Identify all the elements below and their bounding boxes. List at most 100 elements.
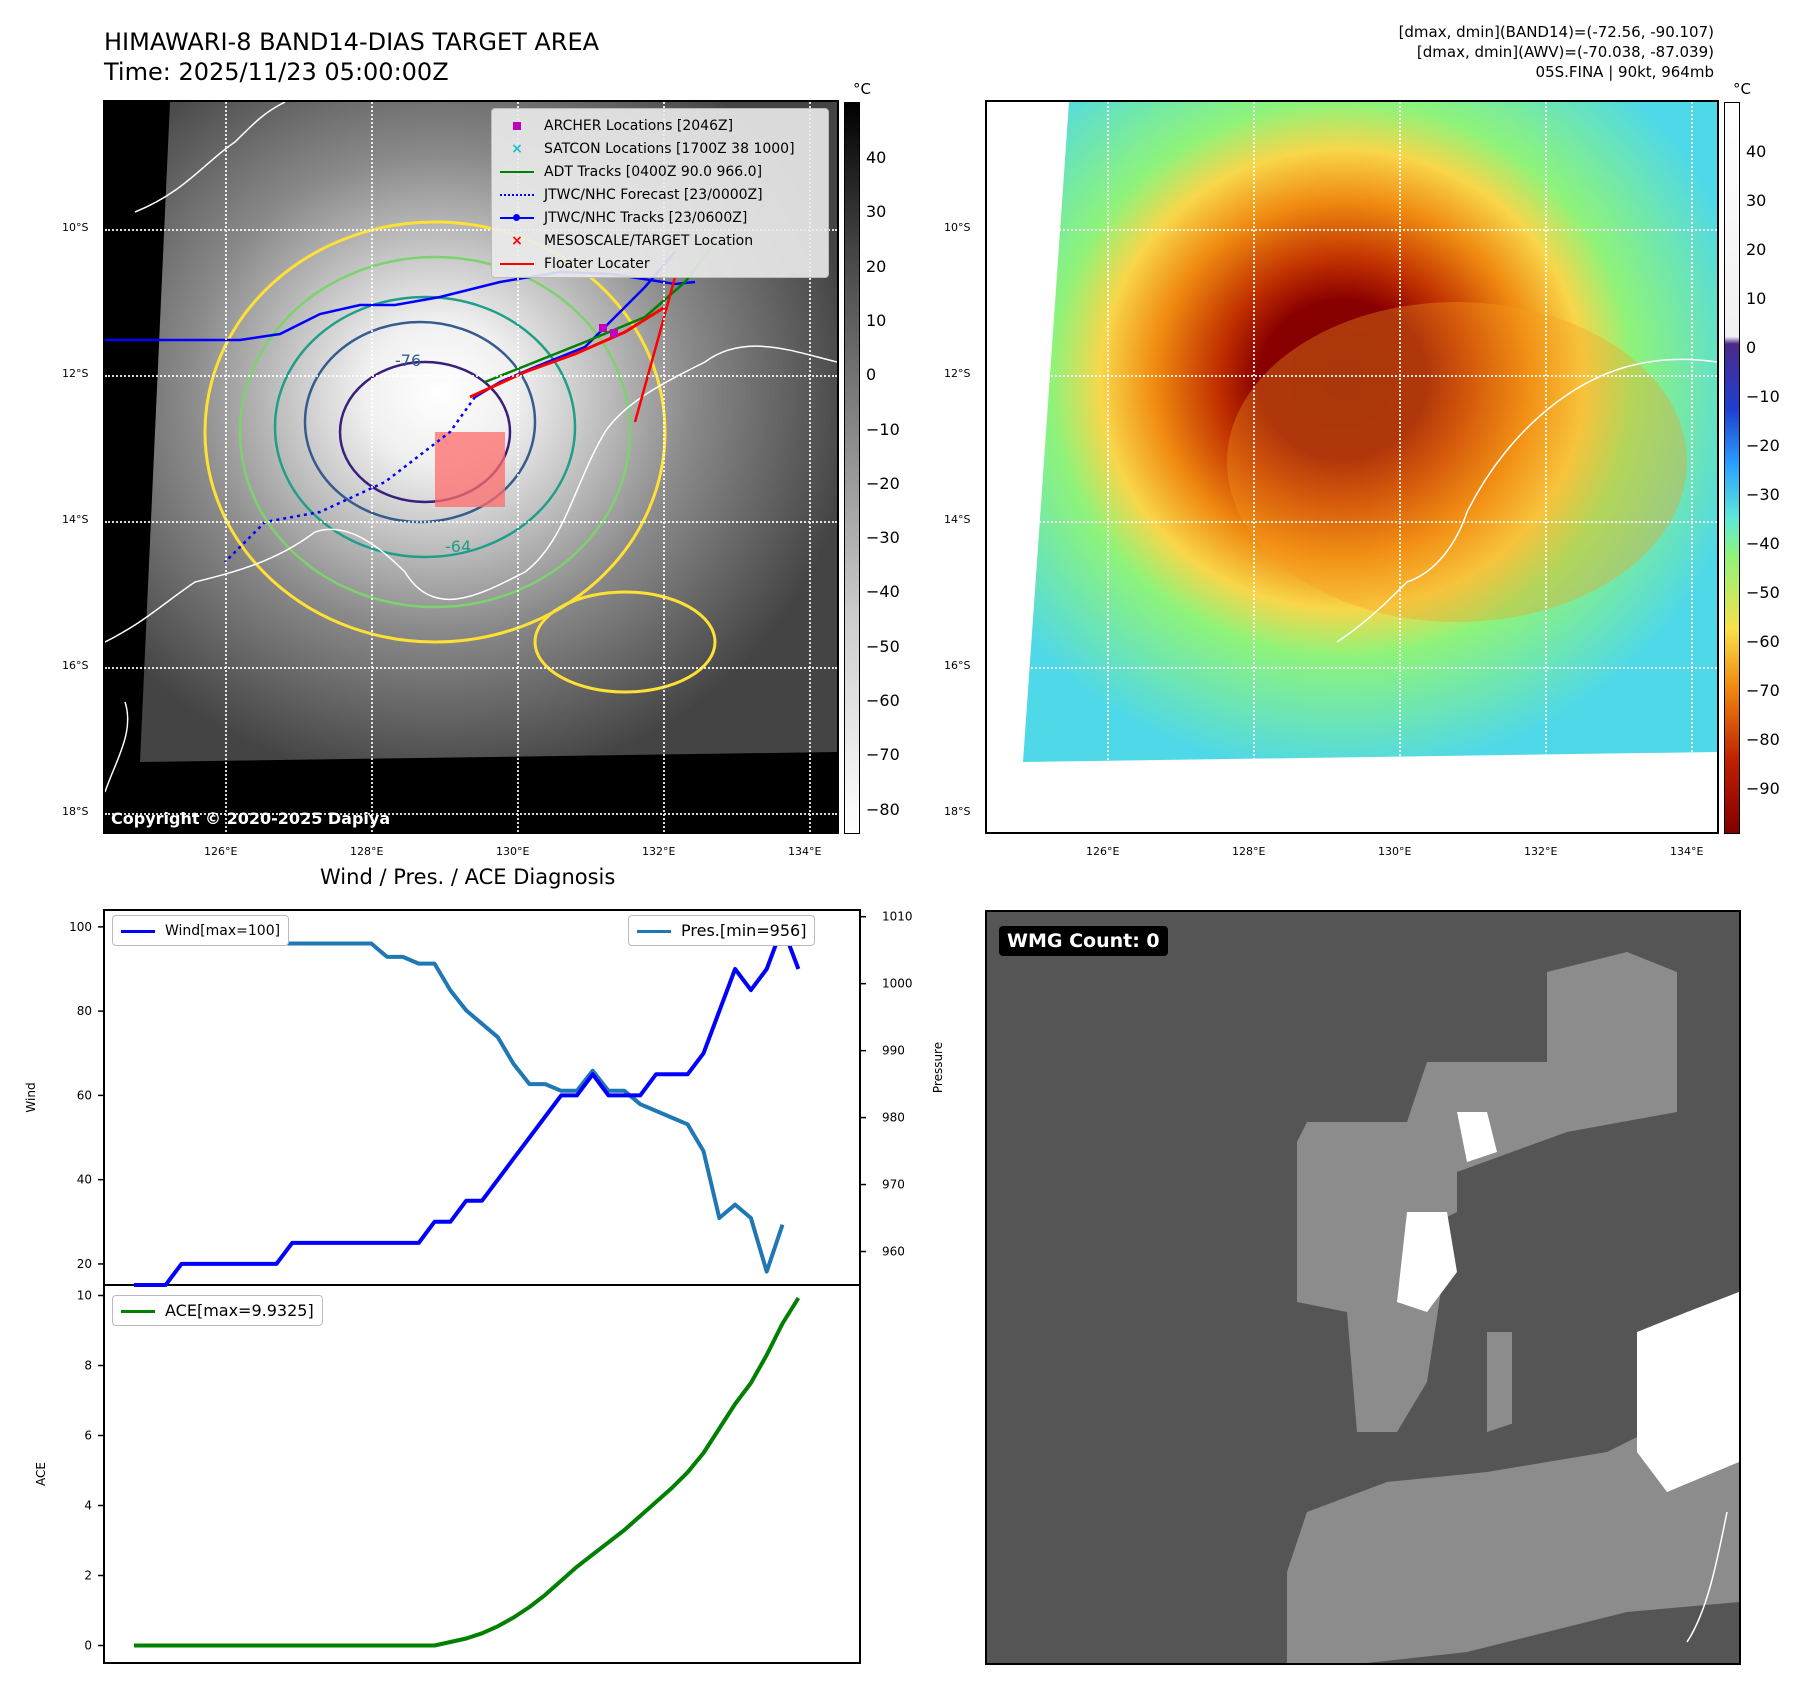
contour-label-76: -76 (395, 351, 421, 370)
wmg-panel: WMG Count: 0 (985, 910, 1741, 1665)
awv-colorbar-tick: 10 (1746, 289, 1767, 308)
awv-lat-label: 18°S (944, 805, 971, 818)
legend-item-jtwc-tracks: JTWC/NHC Tracks [23/0600Z] (500, 206, 820, 229)
awv-lat-label: 14°S (944, 513, 971, 526)
target-box (435, 432, 505, 507)
awv-colorbar-tick: −90 (1746, 779, 1780, 798)
contour-label-64: -64 (445, 537, 471, 556)
ace-series-line (134, 1296, 801, 1648)
ir-colorbar-tick: −80 (866, 799, 900, 819)
wind-legend-label: Wind[max=100] (165, 922, 281, 939)
ace-axis-label: ACE (34, 1462, 48, 1486)
contour-indigo (338, 360, 512, 504)
pressure-ytick-label: 990 (882, 1044, 905, 1058)
ir-colorbar-tick: −50 (866, 636, 900, 656)
figure-time: Time: 2025/11/23 05:00:00Z (104, 58, 449, 86)
awv-colorbar-tick: −30 (1746, 485, 1780, 504)
awv-colorbar-tick: −20 (1746, 436, 1780, 455)
ir-colorbar-tick: −30 (866, 528, 900, 548)
awv-colorbar-tick: −10 (1746, 387, 1780, 406)
contour-teal (273, 295, 577, 559)
ace-ytick-label: 4 (84, 1499, 92, 1513)
archer-marker (599, 324, 607, 332)
ir-lon-label: 128°E (350, 845, 384, 858)
awv-lat-label: 12°S (944, 367, 971, 380)
ace-ytick-label: 8 (84, 1359, 92, 1373)
awv-map-panel (985, 100, 1719, 834)
legend-item-floater: Floater Locater (500, 252, 820, 275)
pressure-ytick-label: 970 (882, 1178, 905, 1192)
ir-colorbar-tick: 10 (866, 310, 887, 330)
ir-colorbar-tick: 20 (866, 256, 887, 276)
ir-lon-label: 132°E (642, 845, 676, 858)
wind-ytick-label: 60 (77, 1088, 92, 1102)
ace-ytick-label: 10 (77, 1289, 92, 1303)
pressure-axis-label: Pressure (931, 1042, 945, 1093)
ir-lat-label: 14°S (62, 513, 89, 526)
awv-colorbar-tick: −50 (1746, 583, 1780, 602)
wind-axes-frame (103, 909, 861, 1286)
ace-ytick-label: 6 (84, 1429, 92, 1443)
legend-item-adt: ADT Tracks [0400Z 90.0 966.0] (500, 160, 820, 183)
ace-ytick-label: 0 (84, 1639, 92, 1653)
wind-ytick-label: 20 (77, 1257, 92, 1271)
ace-ytick-label: 2 (84, 1569, 92, 1583)
info-awv: [dmax, dmin](AWV)=(-70.038, -87.039) (1416, 43, 1714, 61)
wind-legend: Wind[max=100] (112, 915, 290, 946)
ace-axes-frame (103, 1284, 861, 1664)
awv-colorbar-unit: °C (1733, 80, 1751, 98)
copyright: Copyright © 2020-2025 Dapiya (111, 809, 391, 828)
pressure-series-line (134, 921, 785, 1274)
wmg-image (987, 952, 1739, 1663)
jtwc-track (105, 270, 696, 342)
ir-colorbar-tick: 0 (866, 365, 877, 385)
ir-colorbar-tick: −40 (866, 582, 900, 602)
pressure-ytick-label: 960 (882, 1245, 905, 1259)
legend-item-archer: ARCHER Locations [2046Z] (500, 114, 820, 137)
awv-lon-label: 132°E (1524, 845, 1558, 858)
floater-track (469, 305, 666, 399)
figure-title: HIMAWARI-8 BAND14-DIAS TARGET AREA (104, 28, 600, 56)
ir-colorbar-unit: °C (853, 80, 871, 98)
pressure-legend-label: Pres.[min=956] (681, 921, 807, 940)
awv-colorbar-tick: 30 (1746, 191, 1767, 210)
ir-lat-label: 12°S (62, 367, 89, 380)
wind-series-line (134, 924, 801, 1287)
wind-ytick-label: 40 (77, 1173, 92, 1187)
legend-item-forecast: JTWC/NHC Forecast [23/0000Z] (500, 183, 820, 206)
ir-colorbar-tick: −60 (866, 691, 900, 710)
awv-lon-label: 130°E (1378, 845, 1412, 858)
ir-colorbar-tick: −10 (866, 419, 900, 439)
awv-lon-label: 134°E (1670, 845, 1704, 858)
awv-satellite-image (1023, 102, 1717, 762)
ir-lat-label: 18°S (62, 805, 89, 818)
wind-ytick-label: 100 (69, 920, 92, 934)
ir-lon-label: 130°E (496, 845, 530, 858)
ir-colorbar-tick: −70 (866, 745, 900, 765)
awv-colorbar (1724, 102, 1740, 834)
pressure-ytick-label: 980 (882, 1111, 905, 1125)
legend-item-satcon: × SATCON Locations [1700Z 38 1000] (511, 140, 795, 157)
awv-lon-label: 126°E (1086, 845, 1120, 858)
pressure-ytick-label: 1000 (882, 977, 913, 991)
jtwc-forecast (224, 396, 477, 563)
wmg-count-badge: WMG Count: 0 (999, 926, 1168, 956)
awv-colorbar-tick: −80 (1746, 730, 1780, 749)
ir-lon-label: 134°E (788, 845, 822, 858)
wind-axis-label: Wind (24, 1082, 38, 1112)
ir-lat-label: 16°S (62, 659, 89, 672)
ace-legend: ACE[max=9.9325] (112, 1295, 323, 1326)
awv-colorbar-tick: −40 (1746, 534, 1780, 553)
awv-colorbar-tick: 40 (1746, 142, 1767, 161)
info-band14: [dmax, dmin](BAND14)=(-72.56, -90.107) (1398, 23, 1714, 41)
ir-colorbar-tick: 40 (866, 148, 887, 167)
ir-legend: ARCHER Locations [2046Z] × SATCON Locatio… (491, 108, 829, 278)
contour-green (238, 255, 632, 609)
ir-colorbar-tick: 30 (866, 202, 887, 222)
ir-lat-label: 10°S (62, 221, 89, 234)
pressure-ytick-label: 1010 (882, 910, 913, 924)
diagnosis-title: Wind / Pres. / ACE Diagnosis (320, 865, 616, 889)
awv-lat-label: 16°S (944, 659, 971, 672)
ir-map-panel: -76 -64 ARCHER Locations [2046Z] × SATCON… (103, 100, 839, 834)
contour-yellow (203, 220, 667, 644)
